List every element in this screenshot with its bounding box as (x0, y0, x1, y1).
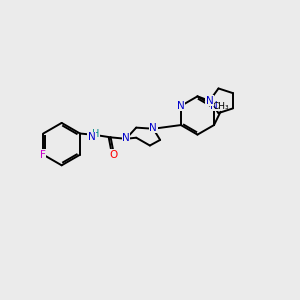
Text: O: O (110, 150, 118, 160)
Text: N: N (122, 133, 130, 142)
Text: N: N (177, 101, 185, 111)
Text: N: N (210, 101, 218, 111)
Text: CH₃: CH₃ (212, 102, 229, 111)
Text: N: N (149, 123, 157, 133)
Text: N: N (88, 132, 96, 142)
Text: N: N (206, 96, 213, 106)
Text: H: H (92, 128, 99, 139)
Text: N: N (122, 133, 130, 142)
Text: F: F (40, 150, 46, 160)
